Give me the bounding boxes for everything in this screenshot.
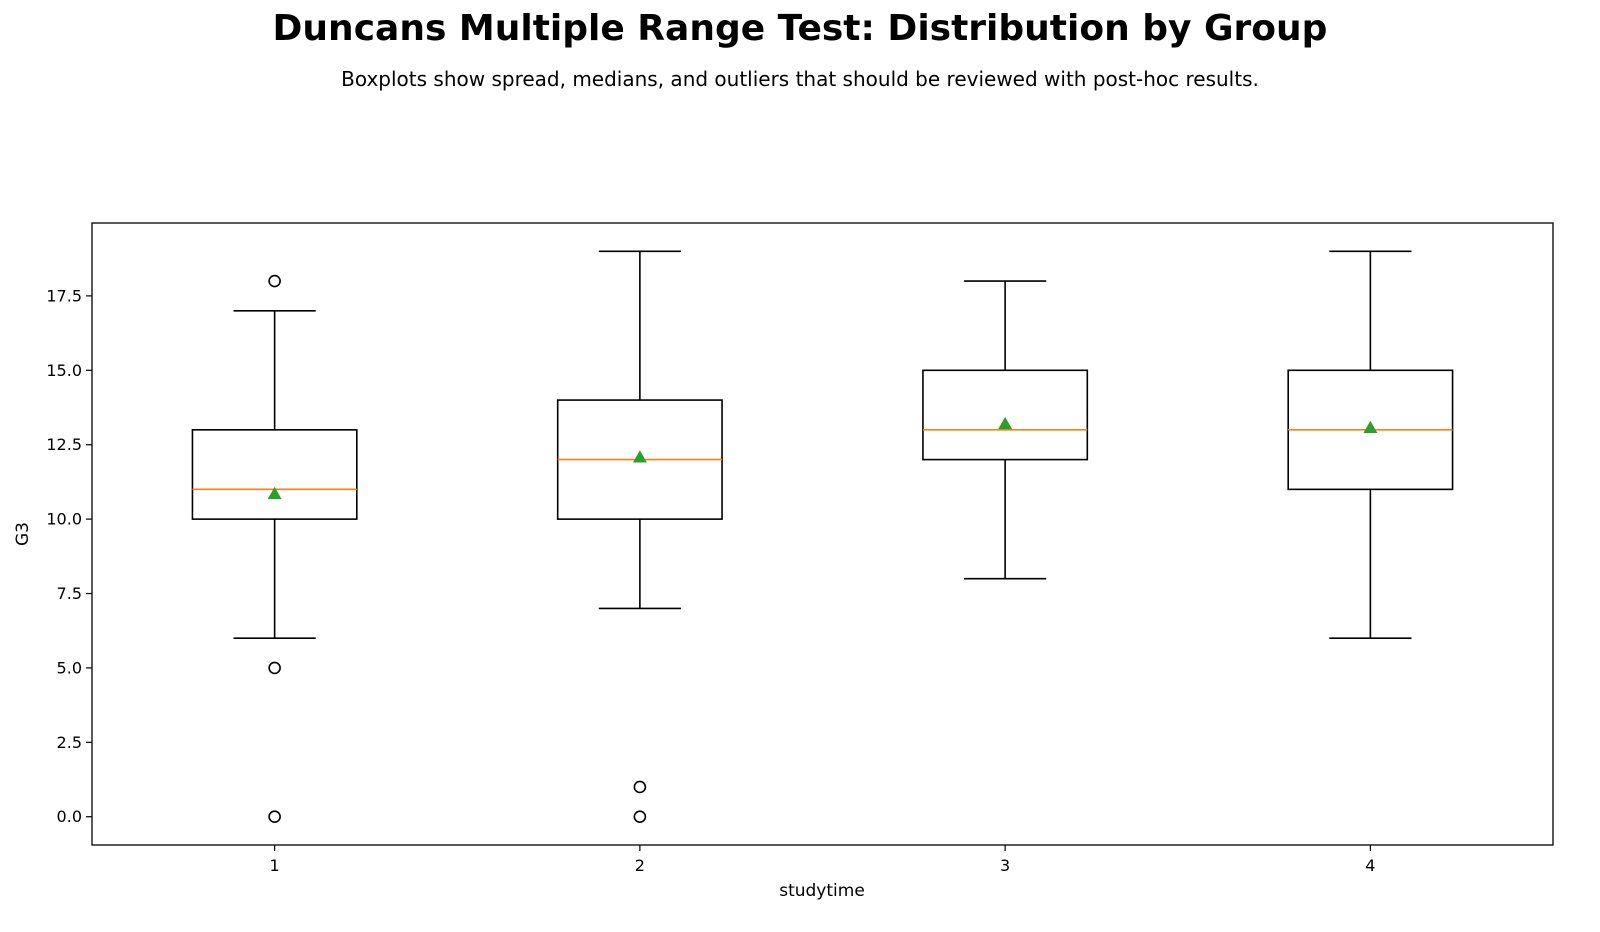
chart-title: Duncans Multiple Range Test: Distributio… [272, 8, 1328, 49]
outlier-point [268, 810, 281, 824]
mean-marker [998, 416, 1013, 430]
y-tick-label: 7.5 [57, 584, 82, 603]
x-tick-label: 4 [1365, 856, 1375, 875]
boxplot-groups [191, 250, 1454, 824]
x-axis-label: studytime [779, 881, 865, 901]
y-tick-label: 2.5 [57, 733, 82, 752]
mean-marker [632, 450, 647, 463]
x-tick-label: 2 [635, 856, 645, 875]
y-tick-label: 17.5 [46, 286, 82, 305]
y-axis-label: G3 [13, 522, 33, 546]
x-tick-label: 3 [1000, 856, 1010, 875]
boxplot-group-1 [191, 274, 358, 824]
chart-subtitle: Boxplots show spread, medians, and outli… [341, 67, 1259, 91]
outlier-point [633, 810, 647, 824]
x-tick-label: 1 [270, 856, 280, 875]
boxplot-group-3 [922, 280, 1089, 580]
boxplot-group-2 [556, 250, 723, 824]
y-tick-label: 12.5 [46, 435, 82, 454]
box-iqr [922, 369, 1089, 461]
y-tick-label: 10.0 [46, 510, 82, 529]
boxplot-group-4 [1287, 250, 1454, 639]
box-iqr [191, 429, 358, 520]
outlier-point [268, 661, 281, 675]
y-tick-label: 15.0 [46, 361, 82, 380]
y-tick-label: 0.0 [57, 807, 82, 826]
plot-area-frame [91, 222, 1554, 846]
mean-marker [267, 486, 282, 500]
x-axis: 1 2 3 4 [270, 845, 1375, 875]
y-axis: 0.0 2.5 5.0 7.5 10.0 12.5 15.0 17.5 [46, 286, 92, 826]
outlier-point [268, 274, 281, 288]
mean-marker [1363, 420, 1378, 434]
outlier-point [633, 780, 647, 794]
y-tick-label: 5.0 [57, 658, 82, 677]
